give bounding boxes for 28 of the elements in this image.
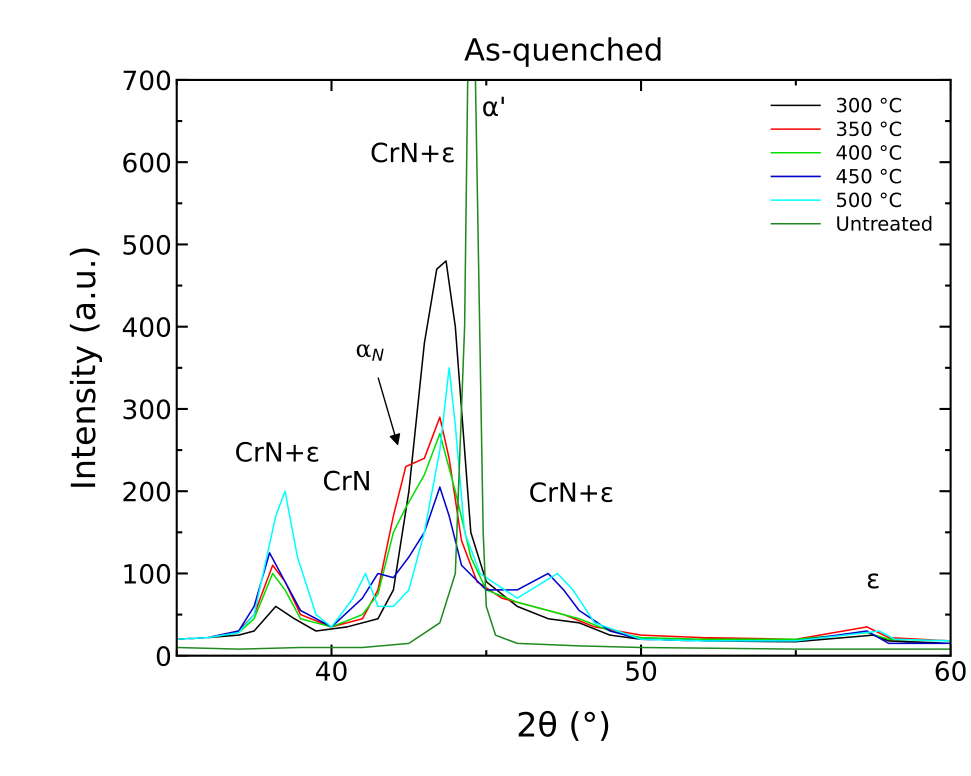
y-tick-label: 0 [156, 646, 170, 666]
annotation: CrN [324, 470, 369, 491]
y-axis-title: Intensity (a.u.) [70, 248, 102, 487]
y-tick-label: 500 [124, 234, 170, 255]
legend-label: 350 °C [837, 121, 902, 136]
line-series [176, 367, 951, 642]
y-tick-label: 600 [123, 152, 170, 173]
annotation: CrN+ε [372, 142, 454, 162]
legend-label: 300 °C [837, 98, 902, 112]
annotation: CrN+ε [236, 442, 318, 462]
legend-label: Untreated [837, 216, 932, 231]
y-tick-label: 700 [124, 70, 170, 90]
legend-label: 400 °C [836, 145, 902, 160]
y-tick-label: 200 [123, 482, 170, 502]
annotation: α' [483, 96, 504, 116]
x-axis-title: 2θ (°) [518, 710, 608, 741]
legend-label: 450 °C [836, 168, 902, 184]
legend-label: 500 °C [837, 192, 902, 208]
annotation: α$_{N}$ [356, 344, 384, 361]
y-tick-label: 300 [124, 399, 170, 420]
x-tick-label: 40 [316, 661, 347, 682]
chart-title: As-quenched [464, 37, 660, 67]
y-tick-label: 100 [124, 564, 170, 584]
annotation: CrN+ε [530, 482, 612, 502]
x-tick-label: 50 [626, 661, 656, 682]
y-tick-label: 400 [122, 317, 170, 338]
x-tick-label: 60 [936, 661, 966, 682]
annotation: ε [868, 573, 879, 589]
